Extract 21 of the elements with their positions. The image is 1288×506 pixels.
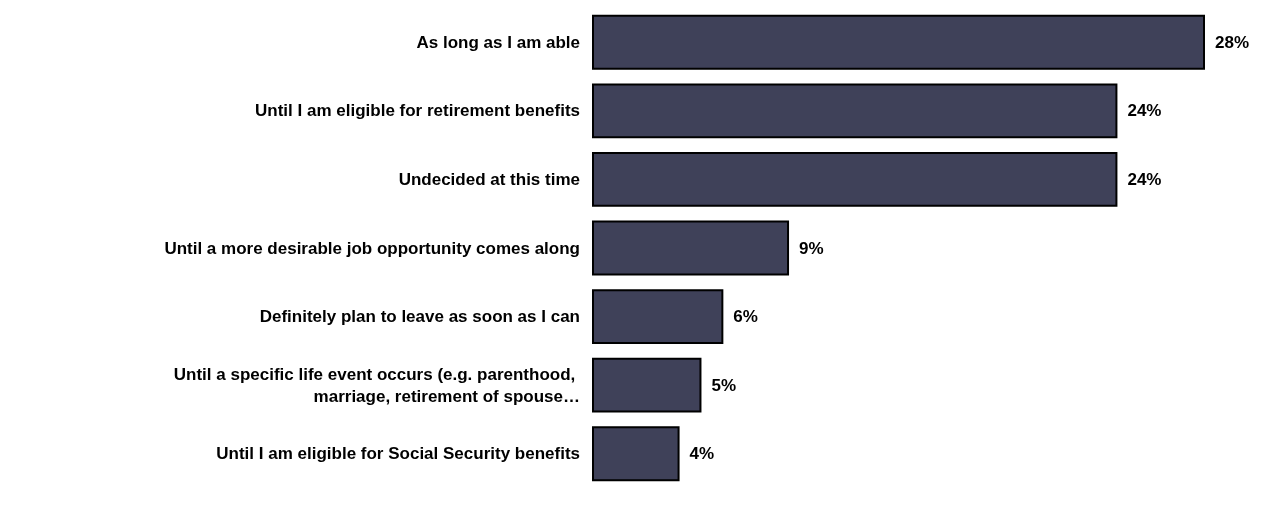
- bar: [592, 83, 1118, 139]
- y-tick-label: Until I am eligible for Social Security benefits: [216, 444, 580, 464]
- y-tick-label: Until a specific life event occurs (e.g. parenthood, marriage, retirement of spouse…: [173, 364, 580, 406]
- y-tick-label: Until a more desirable job opportunity comes along: [164, 238, 580, 258]
- bar: [592, 14, 1205, 70]
- data-label: 5%: [711, 375, 737, 395]
- y-tick-label: Undecided at this time: [398, 169, 580, 189]
- data-label: 9%: [799, 238, 824, 258]
- y-tick-label: As long as I am able: [416, 32, 580, 52]
- data-label: 28%: [1215, 32, 1250, 52]
- y-tick-label: Until I am eligible for retirement benefits: [255, 101, 580, 121]
- data-label: 24%: [1127, 101, 1162, 121]
- y-tick-label: Definitely plan to leave as soon as I can: [259, 307, 580, 327]
- data-label: 6%: [733, 307, 758, 327]
- bar: [592, 289, 724, 344]
- data-label: 4%: [689, 444, 715, 464]
- data-label: 24%: [1127, 169, 1162, 189]
- bar: [592, 426, 680, 482]
- bar: [592, 220, 790, 276]
- bar: [592, 357, 702, 413]
- bar: [592, 152, 1118, 207]
